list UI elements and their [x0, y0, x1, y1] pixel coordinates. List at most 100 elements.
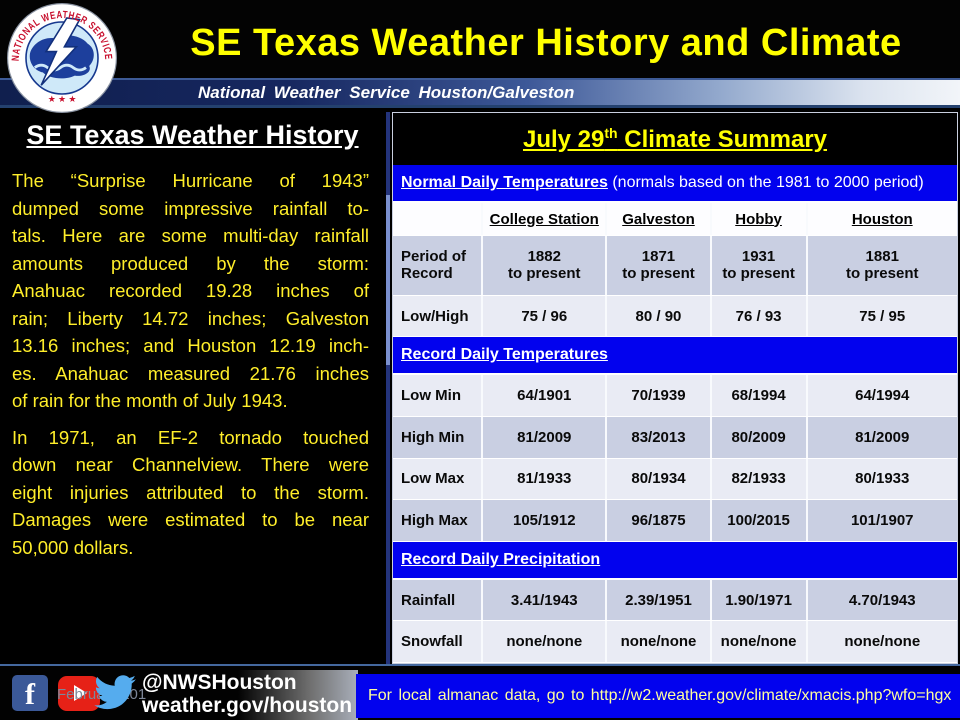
- table-cell: 80 / 90: [607, 295, 712, 337]
- table-cell: 80/1933: [855, 470, 910, 488]
- history-line: Anahuac recorded 19.28 inches of: [12, 280, 369, 301]
- history-line: es. Anahuac measured 21.76 inches: [12, 362, 369, 384]
- youtube-icon[interactable]: [58, 676, 100, 711]
- twitter-icon[interactable]: [86, 670, 142, 716]
- almanac-link-bar[interactable]: For local almanac data, go to http://w2.…: [356, 674, 960, 718]
- page-title: SE Texas Weather History and Climate: [190, 22, 902, 64]
- table-row: Low Min 64/1901 70/1939 68/1994 64/1994: [393, 375, 957, 418]
- table-cell: 68/1994: [712, 375, 808, 417]
- table-cell: 1882 to present: [483, 236, 608, 295]
- row-label: High Min: [393, 417, 484, 458]
- history-paragraph: The “Surprise Hurricane of 1943” dumped s…: [12, 167, 369, 415]
- table-row: Snowfall none/none none/none none/none none/…: [393, 621, 957, 664]
- table-cell: 1.90/1971: [712, 579, 808, 621]
- history-line: Damages were estimated to be near: [12, 509, 369, 530]
- row-label: Low Min: [393, 375, 484, 417]
- table-cell: 4.70/1943: [848, 591, 916, 609]
- table-cell: 82/1933: [712, 458, 808, 500]
- section-label: Record Daily Precipitation: [401, 550, 601, 568]
- table-section-header: Normal Daily Temperatures (normals based…: [393, 165, 957, 203]
- table-cell: 101/1907: [850, 512, 914, 530]
- history-line: In 1971, an EF-2 tornado touched: [12, 426, 369, 448]
- table-row: Period of Record 1882 to present 1871 to p…: [393, 236, 957, 296]
- column-header: Galveston: [607, 203, 712, 235]
- footer-gray-swoosh: [238, 670, 358, 720]
- history-line: dumped some impressive rainfall to-: [12, 197, 369, 219]
- table-row: High Max 105/1912 96/1875 100/2015 101/1907: [393, 500, 957, 542]
- history-heading: SE Texas Weather History: [26, 120, 359, 150]
- youtube-play-glyph: [74, 685, 87, 701]
- column-header-blank: [393, 203, 484, 235]
- nws-logo-icon: NATIONAL WEATHER SERVICE ★ ★ ★: [6, 2, 117, 113]
- table-cell: 75 / 95: [859, 307, 906, 325]
- row-label: Low/High: [393, 295, 484, 337]
- table-cell: 80/1934: [607, 458, 712, 500]
- history-paragraph: In 1971, an EF-2 tornado touched down nea…: [12, 424, 369, 562]
- lightning-bolt-icon: [40, 17, 81, 86]
- history-line: eight injuries attributed to the storm.: [12, 481, 369, 503]
- table-row: Rainfall 3.41/1943 2.39/1951 1.90/1971 4.70/…: [393, 579, 957, 622]
- social-handle-block: @NWSHouston weather.gov/houston: [142, 671, 352, 717]
- history-line: rain; Liberty 14.72 inches; Galveston: [12, 307, 369, 329]
- history-line: The “Surprise Hurricane of 1943”: [12, 170, 369, 191]
- twitter-handle[interactable]: @NWSHouston: [142, 671, 297, 694]
- table-cell: 2.39/1951: [607, 579, 712, 621]
- subtitle: National Weather Service Houston/Galvest…: [198, 83, 575, 102]
- row-label: High Max: [393, 500, 484, 541]
- table-cell: 70/1939: [607, 375, 712, 417]
- table-cell: 83/2013: [607, 417, 712, 458]
- column-header: Hobby: [712, 203, 808, 235]
- facebook-icon[interactable]: f: [12, 675, 48, 711]
- column-header: College Station: [483, 203, 608, 235]
- section-label: Normal Daily Temperatures: [401, 174, 608, 191]
- logo-stars: ★ ★ ★: [48, 94, 77, 104]
- table-cell: 75 / 96: [483, 295, 608, 337]
- table-cell: 81/2009: [483, 417, 608, 458]
- subtitle-bar: National Weather Service Houston/Galvest…: [0, 78, 960, 108]
- table-cell: 105/1912: [483, 500, 608, 541]
- table-cell: none/none: [844, 633, 921, 651]
- table-section-header: Record Daily Temperatures: [393, 337, 957, 376]
- panel-divider-thumb: [386, 195, 390, 365]
- table-cell: 81/1933: [483, 458, 608, 500]
- history-line: tals. Here are some multi-day rainfall: [12, 225, 369, 246]
- website-url[interactable]: weather.gov/houston: [142, 694, 353, 717]
- climate-title-prefix: July 29: [522, 125, 605, 153]
- table-row: Low/High 75 / 96 80 / 90 76 / 93 75 / 95: [393, 295, 957, 338]
- history-line: 50,000 dollars.: [12, 536, 134, 558]
- footer-bar: f February 201 @NWSHouston weather.gov/h…: [0, 664, 960, 720]
- section-label: Record Daily Temperatures: [401, 346, 608, 364]
- history-panel: SE Texas Weather History The “Surprise H…: [0, 108, 385, 664]
- climate-summary-table: July 29th Climate Summary Normal Daily T…: [392, 112, 958, 664]
- table-cell: none/none: [712, 621, 808, 663]
- table-cell: none/none: [483, 621, 608, 663]
- table-cell: 76 / 93: [712, 295, 808, 337]
- row-label: Low Max: [393, 458, 484, 500]
- table-row: High Min 81/2009 83/2013 80/2009 81/2009: [393, 417, 957, 459]
- table-cell: 81/2009: [855, 428, 910, 446]
- history-line: of rain for the month of July 1943.: [12, 390, 288, 411]
- table-cell: 64/1994: [855, 387, 910, 405]
- table-cell: 1871 to present: [607, 236, 712, 295]
- table-cell: 100/2015: [712, 500, 808, 541]
- climate-table-rows: Normal Daily Temperatures (normals based…: [393, 165, 957, 664]
- table-row: Low Max 81/1933 80/1934 82/1933 80/1933: [393, 458, 957, 501]
- history-text: The “Surprise Hurricane of 1943” dumped s…: [0, 167, 385, 561]
- row-label: Period of Record: [393, 236, 484, 295]
- panel-divider: [386, 112, 390, 664]
- table-cell: 96/1875: [607, 500, 712, 541]
- column-header: Houston: [851, 210, 913, 228]
- table-cell: 3.41/1943: [483, 579, 608, 621]
- climate-title-suffix: Climate Summary: [617, 125, 828, 153]
- table-cell: 64/1901: [483, 375, 608, 417]
- climate-table-title: July 29th Climate Summary: [393, 113, 957, 165]
- history-line: down near Channelview. There were: [12, 454, 369, 475]
- table-cell: none/none: [607, 621, 712, 663]
- table-section-header: Record Daily Precipitation: [393, 541, 957, 580]
- logo-wave: [33, 63, 87, 72]
- history-line: 13.16 inches; and Houston 12.19 inch-: [12, 335, 369, 356]
- history-line: amounts produced by the storm:: [12, 252, 369, 274]
- table-column-headers: College Station Galveston Hobby Houston: [393, 203, 957, 236]
- table-cell: 1881 to present: [845, 248, 919, 283]
- table-cell: 80/2009: [712, 417, 808, 458]
